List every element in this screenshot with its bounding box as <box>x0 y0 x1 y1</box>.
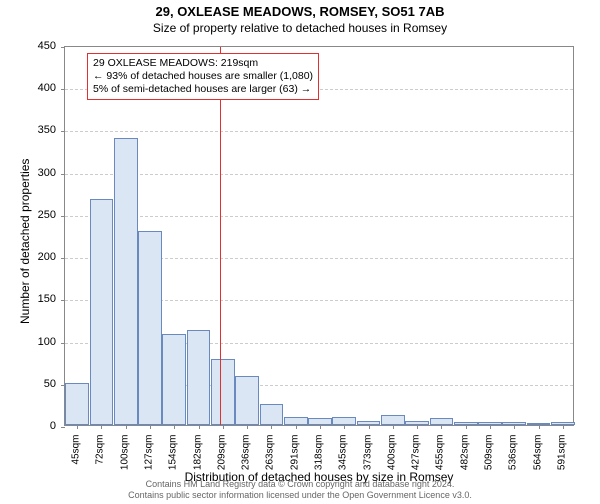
histogram-bar <box>90 199 114 425</box>
annotation-box: 29 OXLEASE MEADOWS: 219sqm← 93% of detac… <box>87 53 319 100</box>
histogram-bar <box>65 383 89 425</box>
ytick-label: 400 <box>0 82 56 94</box>
ytick-label: 200 <box>0 251 56 263</box>
histogram-bar <box>332 417 356 425</box>
histogram-bar <box>138 231 162 425</box>
ytick-mark <box>61 131 65 132</box>
histogram-bar <box>308 418 332 425</box>
histogram-bar <box>284 417 308 425</box>
gridline <box>65 216 573 217</box>
y-tick-container: 050100150200250300350400450 <box>0 46 60 426</box>
histogram-bar <box>162 334 186 425</box>
x-tick-container: 45sqm72sqm100sqm127sqm154sqm182sqm209sqm… <box>64 426 574 472</box>
histogram-bar <box>430 418 454 425</box>
ytick-label: 50 <box>0 378 56 390</box>
ytick-mark <box>61 89 65 90</box>
footer-line2: Contains public sector information licen… <box>0 490 600 501</box>
ytick-mark <box>61 343 65 344</box>
ytick-mark <box>61 174 65 175</box>
histogram-bar <box>381 415 405 425</box>
ytick-label: 100 <box>0 336 56 348</box>
footer-line1: Contains HM Land Registry data © Crown c… <box>0 479 600 490</box>
histogram-bar <box>260 404 284 425</box>
ytick-label: 450 <box>0 40 56 52</box>
ytick-mark <box>61 216 65 217</box>
chart-area: 29 OXLEASE MEADOWS: 219sqm← 93% of detac… <box>64 46 574 426</box>
histogram-bar <box>114 138 138 425</box>
address-title: 29, OXLEASE MEADOWS, ROMSEY, SO51 7AB <box>0 4 600 19</box>
reference-line <box>220 47 221 425</box>
footer: Contains HM Land Registry data © Crown c… <box>0 479 600 501</box>
histogram-bar <box>211 359 235 425</box>
ytick-mark <box>61 47 65 48</box>
ytick-label: 250 <box>0 209 56 221</box>
subtitle: Size of property relative to detached ho… <box>0 21 600 35</box>
annot-line2: ← 93% of detached houses are smaller (1,… <box>93 70 313 83</box>
gridline <box>65 174 573 175</box>
gridline <box>65 131 573 132</box>
ytick-mark <box>61 258 65 259</box>
ytick-label: 300 <box>0 167 56 179</box>
ytick-mark <box>61 300 65 301</box>
ytick-label: 150 <box>0 293 56 305</box>
annot-line3: 5% of semi-detached houses are larger (6… <box>93 83 313 96</box>
ytick-label: 0 <box>0 420 56 432</box>
annot-line1: 29 OXLEASE MEADOWS: 219sqm <box>93 57 313 70</box>
ytick-label: 350 <box>0 124 56 136</box>
histogram-bar <box>187 330 211 425</box>
histogram-bar <box>235 376 259 425</box>
